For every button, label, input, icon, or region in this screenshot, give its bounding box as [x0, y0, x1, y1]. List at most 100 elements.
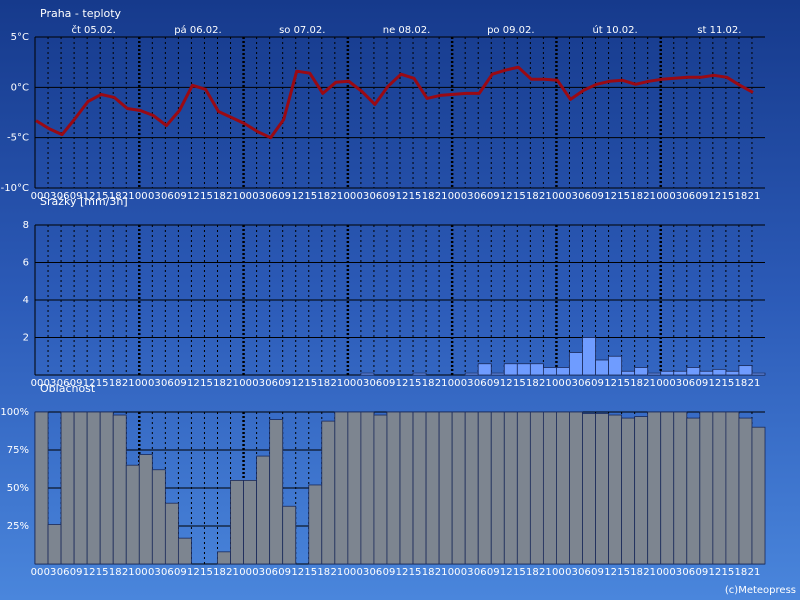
x-tick-label: 12 [500, 567, 513, 578]
x-tick-label: 00 [135, 567, 148, 578]
x-tick-label: 21 [748, 567, 761, 578]
bar [686, 367, 701, 376]
x-tick-label: 12 [291, 567, 304, 578]
bar [490, 372, 505, 376]
x-tick-label: 15 [304, 567, 317, 578]
x-tick-label: 21 [748, 378, 761, 389]
x-tick-label: 00 [448, 378, 461, 389]
x-tick-label: 03 [148, 567, 161, 578]
x-tick-label: 00 [552, 567, 565, 578]
bar [738, 365, 753, 376]
day-label: čt 05.02. [71, 24, 115, 36]
x-tick-label: 06 [265, 567, 278, 578]
x-tick-label: 00 [552, 191, 565, 202]
bar [412, 411, 427, 565]
x-tick-label: 18 [526, 378, 539, 389]
x-tick-label: 03 [252, 191, 265, 202]
x-tick-label: 12 [187, 567, 200, 578]
bar [477, 411, 492, 565]
x-tick-label: 00 [31, 191, 44, 202]
x-tick-label: 00 [343, 191, 356, 202]
bar [582, 337, 596, 376]
x-tick-label: 06 [474, 191, 487, 202]
x-tick-label: 00 [552, 378, 565, 389]
bar [73, 411, 88, 565]
x-tick-label: 09 [383, 378, 396, 389]
x-tick-label: 15 [722, 567, 735, 578]
bar [386, 411, 401, 565]
x-tick-label: 09 [591, 191, 604, 202]
bar [477, 363, 492, 376]
x-tick-label: 09 [695, 191, 708, 202]
x-tick-label: 09 [383, 191, 396, 202]
x-tick-label: 06 [161, 191, 174, 202]
bar [503, 363, 518, 376]
bar [464, 411, 479, 565]
bar [138, 454, 153, 565]
panel-title: Srážky [mm/3h] [40, 195, 128, 208]
x-tick-label: 15 [304, 191, 317, 202]
bar [608, 414, 623, 565]
x-tick-label: 15 [513, 191, 526, 202]
x-tick-label: 21 [330, 191, 343, 202]
bar [321, 420, 336, 565]
x-tick-label: 06 [161, 567, 174, 578]
x-tick-label: 00 [343, 567, 356, 578]
bar [673, 411, 688, 565]
bar [699, 411, 714, 565]
day-label: st 11.02. [697, 25, 741, 36]
bar [112, 414, 127, 565]
x-tick-label: 15 [200, 567, 213, 578]
x-tick-label: 15 [409, 567, 422, 578]
bar [86, 411, 101, 565]
x-tick-label: 15 [304, 378, 317, 389]
x-tick-label: 21 [435, 191, 448, 202]
x-tick-label: 06 [57, 191, 70, 202]
bar [308, 484, 323, 565]
bar [647, 372, 662, 376]
x-tick-label: 09 [278, 191, 291, 202]
x-tick-label: 12 [604, 378, 617, 389]
bar [673, 370, 688, 376]
x-tick-label: 15 [409, 378, 422, 389]
bar [529, 363, 544, 376]
bar [569, 411, 583, 565]
x-tick-label: 15 [200, 378, 213, 389]
x-tick-label: 21 [435, 378, 448, 389]
bar [399, 411, 414, 565]
x-tick-label: 09 [174, 378, 187, 389]
y-tick-label: 25% [7, 521, 29, 532]
x-tick-label: 06 [57, 567, 70, 578]
bar [438, 411, 453, 565]
bar [151, 469, 166, 565]
x-tick-label: 21 [122, 191, 135, 202]
bar [125, 464, 140, 565]
bar [556, 411, 570, 565]
x-tick-label: 12 [396, 378, 409, 389]
x-tick-label: 00 [656, 191, 669, 202]
x-tick-label: 18 [735, 378, 748, 389]
bar [164, 502, 179, 565]
bar [751, 372, 766, 376]
x-tick-label: 12 [83, 191, 96, 202]
bar [634, 416, 649, 565]
x-tick-label: 12 [291, 378, 304, 389]
panel-title: Oblačnost [40, 382, 96, 395]
bar [347, 411, 362, 565]
x-tick-label: 12 [396, 191, 409, 202]
x-tick-label: 15 [617, 191, 630, 202]
bar [634, 367, 649, 376]
bar [60, 411, 75, 565]
x-tick-label: 03 [565, 567, 578, 578]
x-tick-label: 03 [148, 191, 161, 202]
x-tick-label: 15 [513, 378, 526, 389]
day-label: út 10.02. [592, 24, 637, 36]
bar [569, 352, 583, 376]
y-tick-label: 8 [23, 220, 29, 231]
bar [712, 411, 727, 565]
x-tick-label: 00 [135, 191, 148, 202]
x-tick-label: 03 [357, 378, 370, 389]
x-tick-label: 12 [708, 378, 721, 389]
x-tick-label: 12 [187, 191, 200, 202]
